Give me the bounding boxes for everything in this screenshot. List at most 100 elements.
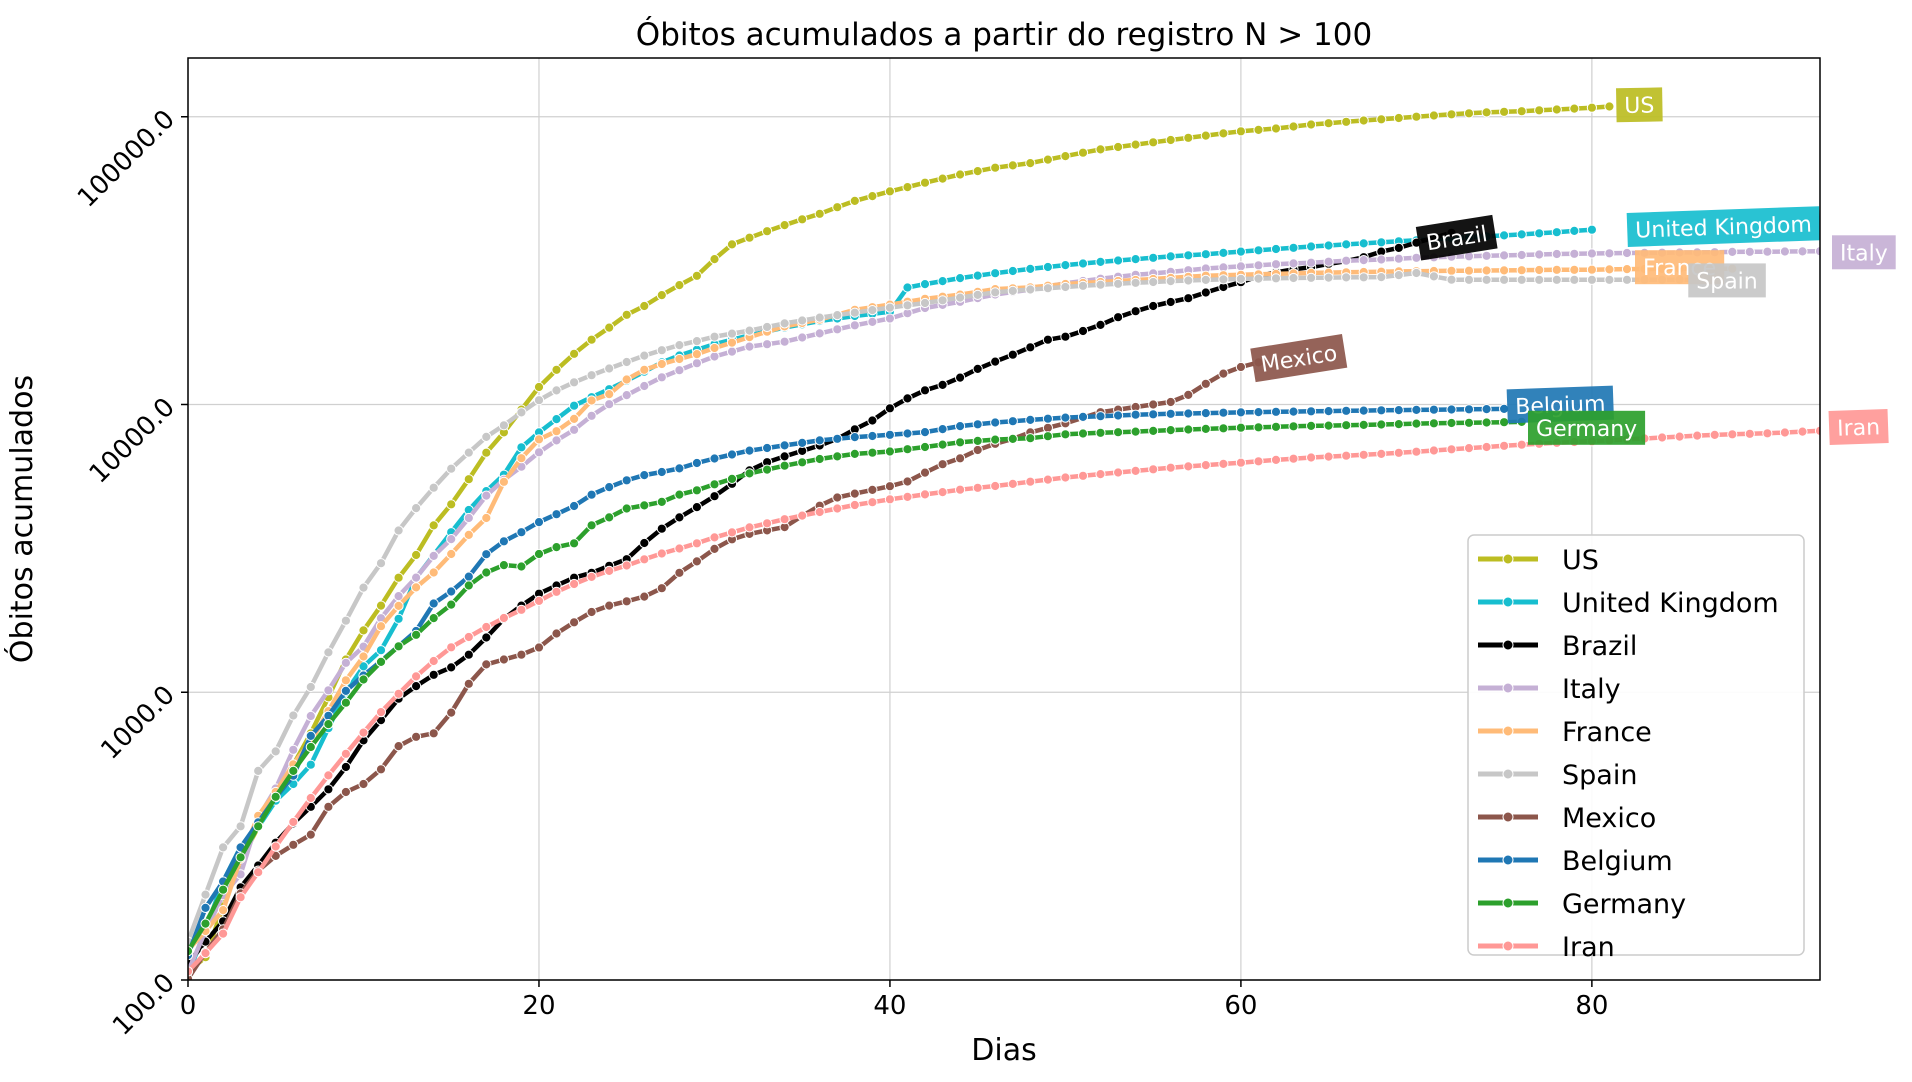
data-point bbox=[1235, 126, 1247, 137]
data-point bbox=[481, 490, 492, 501]
end-label-box bbox=[1616, 87, 1663, 123]
data-point bbox=[1165, 425, 1176, 436]
data-point bbox=[1569, 225, 1580, 236]
data-point bbox=[955, 437, 966, 448]
data-point bbox=[498, 560, 509, 571]
data-point bbox=[1516, 439, 1527, 450]
data-point bbox=[1534, 264, 1545, 276]
data-point bbox=[1551, 248, 1562, 260]
data-point bbox=[937, 276, 948, 287]
legend-item: Belgium bbox=[1478, 846, 1673, 877]
data-point bbox=[1095, 144, 1106, 155]
data-point bbox=[674, 567, 685, 578]
legend-swatch-marker bbox=[1502, 940, 1514, 952]
legend-swatch-marker bbox=[1502, 854, 1514, 866]
data-point bbox=[884, 481, 896, 492]
data-point bbox=[1779, 246, 1791, 257]
data-point bbox=[1113, 141, 1124, 153]
legend-item: Brazil bbox=[1478, 631, 1637, 662]
data-point bbox=[1499, 106, 1510, 117]
data-point bbox=[1393, 112, 1404, 124]
data-point bbox=[358, 582, 369, 593]
data-point bbox=[463, 678, 474, 689]
data-point bbox=[1727, 429, 1738, 440]
data-point bbox=[832, 492, 843, 503]
data-point bbox=[393, 613, 404, 624]
data-point bbox=[1007, 478, 1018, 489]
data-point bbox=[884, 313, 896, 324]
legend-item: United Kingdom bbox=[1478, 588, 1779, 619]
data-point bbox=[1621, 264, 1633, 275]
data-point bbox=[481, 549, 492, 560]
data-point bbox=[1148, 399, 1159, 410]
data-point bbox=[1358, 419, 1369, 430]
data-point bbox=[1323, 451, 1334, 462]
data-point bbox=[1586, 274, 1598, 285]
data-point bbox=[849, 320, 860, 331]
data-point bbox=[1428, 271, 1440, 282]
data-point bbox=[990, 162, 1001, 173]
data-point bbox=[814, 453, 825, 465]
legend-swatch-marker bbox=[1502, 725, 1514, 737]
data-point bbox=[779, 440, 790, 451]
data-point bbox=[533, 381, 545, 393]
data-point bbox=[1077, 325, 1089, 337]
data-point bbox=[972, 270, 983, 281]
data-point bbox=[1288, 406, 1299, 417]
legend-swatch-marker bbox=[1502, 553, 1514, 565]
data-point bbox=[1516, 106, 1527, 117]
data-point bbox=[709, 532, 720, 543]
data-point bbox=[972, 166, 983, 177]
data-point bbox=[955, 372, 966, 383]
data-point bbox=[1218, 368, 1229, 379]
data-point bbox=[1551, 274, 1562, 285]
data-point bbox=[270, 791, 281, 802]
data-point bbox=[902, 300, 913, 311]
data-point bbox=[1095, 469, 1106, 480]
data-point bbox=[621, 374, 632, 385]
data-point bbox=[691, 270, 703, 281]
data-point bbox=[990, 287, 1001, 298]
data-point bbox=[1358, 255, 1369, 266]
data-point bbox=[1130, 277, 1141, 288]
data-point bbox=[1200, 274, 1211, 285]
data-point bbox=[428, 613, 439, 624]
data-point bbox=[744, 232, 755, 243]
data-point bbox=[1428, 404, 1440, 415]
data-point bbox=[604, 512, 615, 523]
data-point bbox=[305, 710, 316, 722]
data-point bbox=[411, 503, 422, 514]
data-point bbox=[323, 685, 334, 696]
data-point bbox=[393, 741, 404, 752]
data-point bbox=[428, 482, 439, 493]
data-point bbox=[972, 444, 983, 456]
data-point bbox=[200, 948, 211, 959]
data-point bbox=[972, 435, 983, 446]
data-point bbox=[797, 457, 808, 468]
data-point bbox=[1130, 409, 1141, 420]
data-point bbox=[1516, 229, 1527, 240]
legend-box bbox=[1467, 534, 1805, 956]
data-point bbox=[937, 379, 948, 390]
data-point bbox=[1060, 281, 1071, 293]
data-point bbox=[1358, 405, 1369, 416]
data-point bbox=[463, 631, 474, 643]
data-point bbox=[744, 325, 755, 336]
end-label-box bbox=[1828, 408, 1889, 446]
end-label: Brazil bbox=[1415, 214, 1498, 261]
end-label-text: Iran bbox=[1837, 415, 1881, 441]
data-point bbox=[375, 707, 387, 718]
series-germany bbox=[188, 416, 1527, 957]
legend-label: Mexico bbox=[1562, 803, 1656, 834]
x-tick-label: 0 bbox=[180, 991, 197, 1021]
data-point bbox=[1200, 408, 1211, 419]
data-point bbox=[1534, 274, 1545, 285]
data-point bbox=[744, 341, 755, 352]
data-point bbox=[1604, 248, 1615, 259]
data-point bbox=[218, 842, 229, 853]
data-point bbox=[972, 419, 983, 430]
data-point bbox=[1007, 416, 1018, 427]
data-point bbox=[726, 449, 738, 460]
data-point bbox=[674, 543, 685, 554]
data-point bbox=[551, 414, 562, 425]
